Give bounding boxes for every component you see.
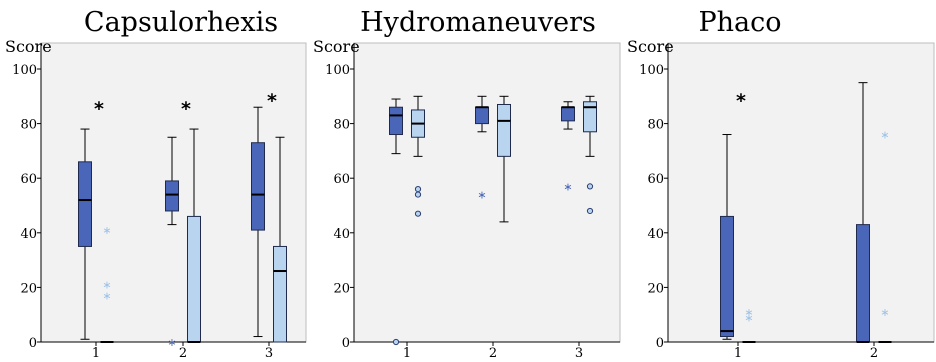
y-tick-label: 60	[333, 172, 350, 187]
significance-star: *	[267, 90, 277, 112]
box-series-2-cat-1: ∗∗∗	[100, 224, 114, 343]
x-tick-label: 3	[265, 346, 273, 361]
x-tick-label: 2	[489, 346, 497, 361]
box-series-1-cat-3	[251, 106, 265, 338]
y-tick-label: 20	[333, 281, 350, 296]
y-tick-label: 100	[325, 63, 350, 78]
y-tick-label: 20	[647, 281, 664, 296]
y-tick-label: 80	[333, 118, 350, 133]
panel-title: Capsulorhexis	[84, 7, 278, 38]
iqr-box	[561, 106, 575, 122]
outlier-circle	[414, 186, 422, 193]
outlier-star: ∗	[563, 180, 572, 193]
x-tick-label: 1	[403, 346, 411, 361]
box-series-2-cat-2	[497, 95, 511, 223]
y-tick-label: 0	[656, 336, 664, 351]
iqr-box	[251, 142, 265, 231]
outlier-star: ∗	[880, 306, 889, 319]
iqr-box	[475, 106, 489, 125]
iqr-box	[720, 215, 734, 338]
outlier-star: ∗	[167, 336, 176, 349]
iqr-box	[187, 215, 201, 343]
box-series-1-cat-2	[856, 82, 870, 343]
outlier-circle	[586, 183, 594, 190]
y-axis-label: Score	[5, 37, 52, 56]
significance-star: *	[94, 98, 104, 120]
iqr-box	[273, 245, 287, 343]
x-tick-label: 3	[575, 346, 583, 361]
x-tick-label: 1	[734, 346, 742, 361]
box-series-2-cat-2: ∗∗	[878, 129, 892, 343]
y-tick-label: 80	[647, 118, 664, 133]
y-tick-label: 80	[20, 118, 37, 133]
plot-area	[353, 42, 621, 343]
y-tick-label: 0	[342, 336, 350, 351]
y-tick-label: 60	[647, 172, 664, 187]
y-axis-label: Score	[627, 37, 674, 56]
x-tick-label: 2	[870, 346, 878, 361]
box-series-2-cat-1: ∗∗	[742, 306, 756, 343]
outlier-circle	[414, 210, 422, 217]
y-tick-label: 100	[639, 63, 664, 78]
outlier-circle	[586, 207, 594, 215]
box-series-2-cat-3	[583, 95, 597, 215]
outlier-star: ∗	[102, 224, 111, 237]
box-series-1-cat-1	[720, 134, 734, 340]
y-tick-label: 60	[20, 172, 37, 187]
box-series-1-cat-1	[389, 98, 403, 346]
outlier-star: ∗	[880, 129, 889, 142]
box-series-2-cat-2	[187, 128, 201, 343]
y-tick-label: 20	[20, 281, 37, 296]
iqr-box	[389, 106, 403, 136]
box-series-1-cat-1	[78, 128, 92, 340]
x-tick-label: 2	[179, 346, 187, 361]
iqr-box	[497, 103, 511, 157]
outlier-circle	[392, 338, 400, 346]
plot-area	[667, 42, 935, 343]
box-series-1-cat-2: ∗	[475, 95, 489, 202]
iqr-box	[583, 101, 597, 133]
panel-title: Hydromaneuvers	[360, 7, 596, 38]
iqr-box	[78, 161, 92, 247]
outlier-star: ∗	[477, 189, 486, 202]
outlier-star: ∗	[744, 306, 753, 319]
outlier-circle	[414, 191, 422, 198]
significance-star: *	[736, 90, 746, 112]
box-series-2-cat-1	[411, 95, 425, 217]
panel-title: Phaco	[698, 7, 781, 38]
outlier-star: ∗	[744, 311, 753, 324]
outlier-star: ∗	[102, 290, 111, 303]
outlier-star: ∗	[102, 279, 111, 292]
y-tick-label: 40	[20, 227, 37, 242]
y-tick-label: 0	[29, 336, 37, 351]
box-series-2-cat-3	[273, 136, 287, 343]
y-tick-label: 40	[647, 227, 664, 242]
x-tick-label: 1	[92, 346, 100, 361]
y-axis-label: Score	[313, 37, 360, 56]
box-series-1-cat-2: ∗	[165, 136, 179, 349]
significance-star: *	[181, 98, 191, 120]
y-tick-label: 40	[333, 227, 350, 242]
box-series-1-cat-3: ∗	[561, 101, 575, 193]
iqr-box	[856, 224, 870, 343]
y-tick-label: 100	[12, 63, 37, 78]
iqr-box	[165, 180, 179, 212]
